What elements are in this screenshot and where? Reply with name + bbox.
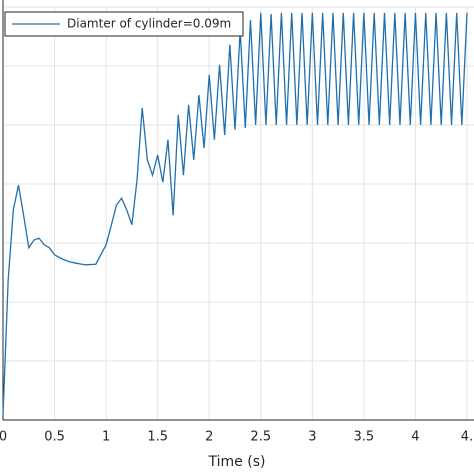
x-tick-label: 2.5 [250, 430, 271, 445]
x-tick-label: 4 [411, 430, 419, 445]
x-tick-label: 0.5 [44, 430, 65, 445]
x-tick-label: 4. [461, 430, 473, 445]
x-tick-label: 0 [0, 430, 7, 445]
data-line [2, 12, 468, 416]
x-axis-label: Time (s) [208, 454, 266, 470]
x-tick-label: 3 [308, 430, 316, 445]
x-tick-label: 3.5 [354, 430, 375, 445]
x-tick-label: 2 [205, 430, 213, 445]
legend-label: Diamter of cylinder=0.09m [67, 17, 231, 31]
x-tick-label: 1.5 [147, 430, 168, 445]
x-tick-label: 1 [102, 430, 110, 445]
